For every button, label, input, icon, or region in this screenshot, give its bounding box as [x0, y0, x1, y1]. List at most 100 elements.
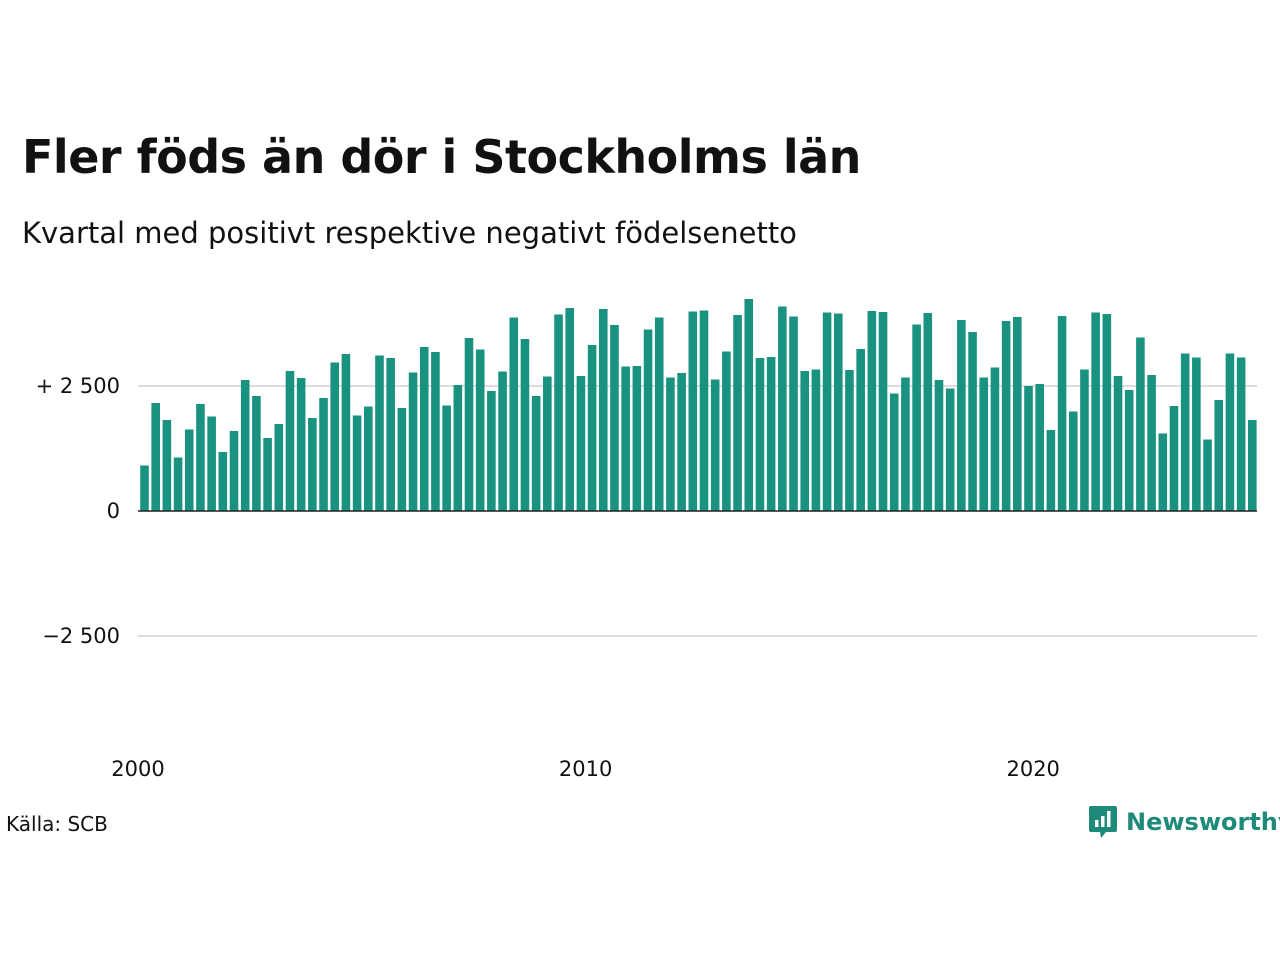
chart-subtitle: Kvartal med positivt respektive negativt…	[22, 216, 797, 250]
newsworthy-logo-icon	[1089, 806, 1117, 838]
bar	[151, 403, 160, 511]
y-tick-label: −2 500	[42, 624, 120, 648]
bar	[800, 371, 809, 511]
bar	[319, 398, 328, 511]
bar	[442, 405, 451, 511]
source-note: Källa: SCB	[6, 812, 108, 836]
bar	[1248, 420, 1257, 511]
bar	[789, 316, 798, 511]
bar	[285, 371, 295, 511]
bar	[1180, 353, 1190, 511]
bar	[1158, 433, 1168, 511]
bar	[1169, 406, 1179, 511]
bar	[386, 358, 395, 511]
bar-chart: + 2 500 0 −2 500 2000 2010 2020	[36, 299, 1257, 781]
bar	[968, 332, 977, 511]
bar	[173, 457, 183, 511]
x-tick-label: 2000	[111, 757, 164, 781]
bar	[778, 306, 787, 511]
bar	[889, 393, 899, 511]
bar	[945, 388, 955, 511]
bar	[431, 352, 440, 511]
bar	[710, 379, 720, 511]
gridlines	[138, 385, 1257, 637]
bar	[498, 371, 507, 511]
bar	[375, 355, 384, 511]
bar	[666, 377, 675, 511]
bar	[1046, 430, 1056, 511]
x-tick-label: 2010	[559, 757, 612, 781]
bar	[397, 408, 407, 511]
bar	[1013, 317, 1022, 511]
bar	[912, 324, 921, 511]
bar	[766, 357, 776, 511]
bar	[408, 372, 418, 511]
bar	[218, 452, 228, 511]
bar	[979, 377, 989, 511]
brand-name: Newsworthy	[1126, 808, 1280, 836]
bar	[543, 376, 552, 511]
bar	[184, 429, 194, 511]
y-tick-label: 0	[107, 499, 120, 523]
bar	[1057, 316, 1067, 511]
bar	[1192, 357, 1201, 511]
bar	[845, 370, 854, 511]
bar	[744, 299, 754, 511]
bar	[419, 347, 429, 511]
bar	[722, 351, 731, 511]
bar	[475, 349, 485, 511]
bar	[1236, 357, 1246, 511]
bar	[934, 380, 944, 511]
bar	[654, 317, 664, 511]
bar	[330, 362, 340, 511]
bar	[822, 312, 832, 511]
bar	[923, 313, 933, 511]
bar	[576, 376, 586, 511]
y-tick-label: + 2 500	[36, 374, 120, 398]
bar	[643, 329, 653, 511]
bar	[1147, 375, 1156, 511]
bar	[1080, 369, 1089, 511]
brand-logo: Newsworthy	[1088, 804, 1280, 840]
bar	[878, 312, 888, 511]
bar	[632, 366, 642, 511]
bar	[364, 406, 373, 511]
bar	[162, 420, 172, 511]
bar	[520, 339, 530, 511]
bar	[1203, 439, 1212, 511]
bar	[598, 309, 608, 511]
bar	[699, 310, 709, 511]
bar	[565, 308, 575, 511]
bar	[196, 404, 205, 511]
bar	[733, 315, 742, 511]
bar	[1035, 384, 1044, 511]
bar	[308, 418, 317, 511]
bar	[1001, 321, 1011, 511]
bar-series	[140, 299, 1257, 511]
bar	[1214, 400, 1224, 511]
bar	[1068, 411, 1078, 511]
bar	[240, 380, 250, 511]
bar	[341, 354, 351, 511]
bar	[677, 373, 686, 511]
bar	[464, 338, 474, 511]
bar	[352, 415, 362, 511]
bar	[755, 358, 765, 511]
bar	[587, 345, 597, 511]
bar	[1102, 314, 1112, 511]
bar	[1225, 353, 1235, 511]
bar	[554, 314, 563, 511]
bar	[140, 465, 149, 511]
bar	[1136, 337, 1145, 511]
bar	[263, 438, 272, 511]
bar	[1124, 390, 1134, 511]
bar	[509, 317, 519, 511]
bar	[487, 391, 496, 511]
bar	[1113, 376, 1123, 511]
bar	[207, 416, 216, 511]
bar	[833, 313, 843, 511]
bar	[990, 367, 1000, 511]
bar	[229, 431, 239, 511]
axes: + 2 500 0 −2 500 2000 2010 2020	[36, 374, 1257, 781]
bar	[957, 320, 966, 511]
